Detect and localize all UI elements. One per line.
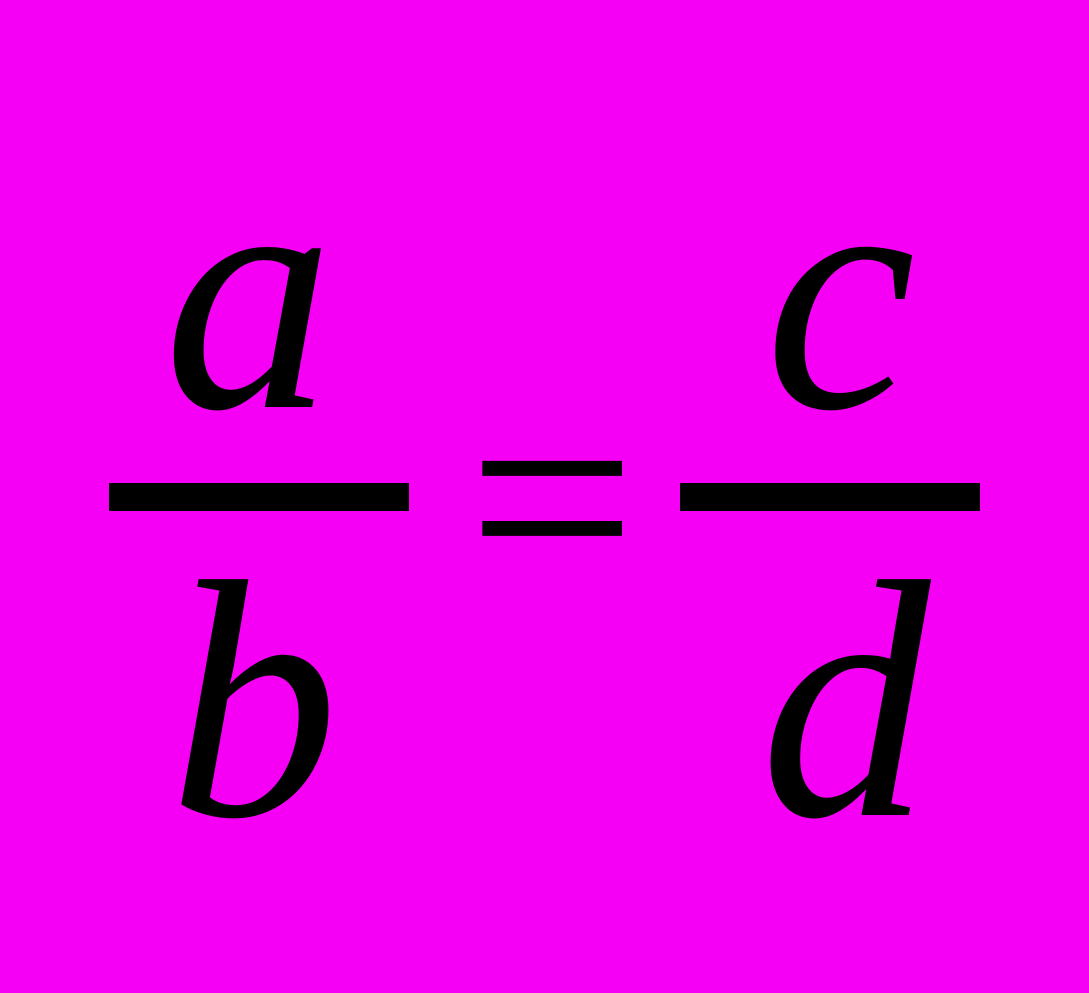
equation-canvas: a b = c d bbox=[0, 0, 1089, 993]
right-denominator: d bbox=[760, 531, 930, 871]
right-fraction: c d bbox=[662, 123, 999, 871]
left-numerator: a bbox=[164, 123, 334, 463]
right-numerator: c bbox=[765, 123, 916, 463]
equals-sign: = bbox=[467, 347, 621, 647]
left-denominator: b bbox=[169, 531, 339, 871]
right-fraction-bar bbox=[680, 483, 980, 511]
left-fraction-bar bbox=[109, 483, 409, 511]
left-fraction: a b bbox=[90, 123, 427, 871]
proportion-equation: a b = c d bbox=[90, 123, 999, 871]
